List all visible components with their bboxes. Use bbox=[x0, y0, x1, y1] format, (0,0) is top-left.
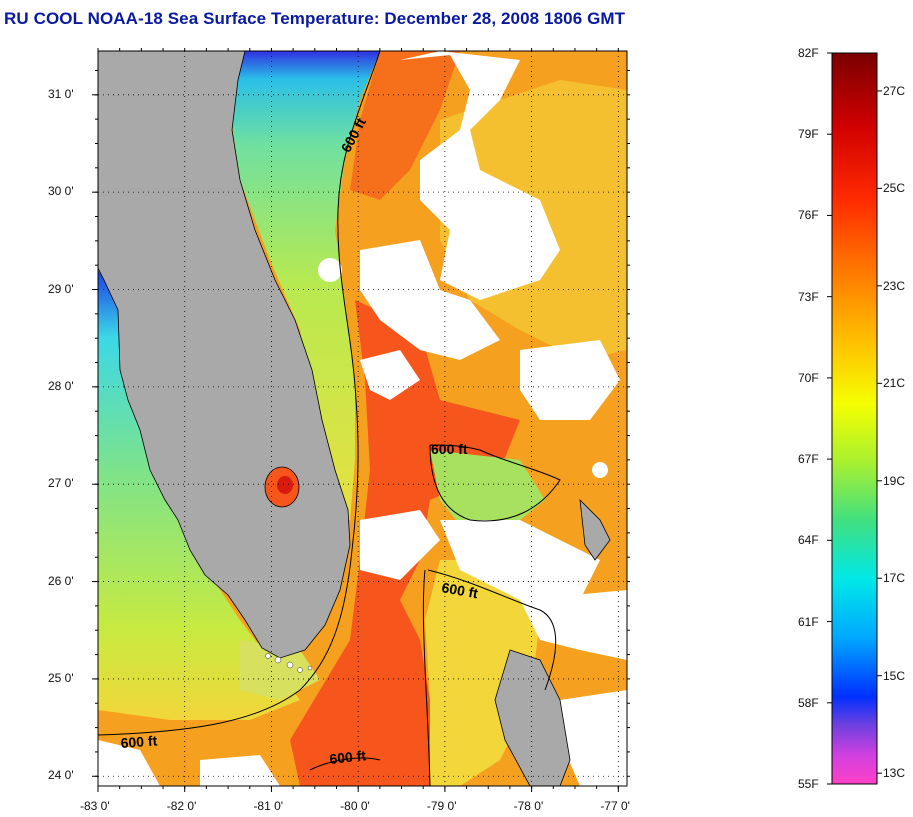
gulf-stream-north bbox=[350, 51, 460, 200]
map-image bbox=[98, 51, 627, 786]
lat-tick-label: 25 0' bbox=[48, 670, 74, 685]
lon-tick-label: -82 0' bbox=[166, 799, 197, 813]
colorbar-f-label: 61F bbox=[798, 614, 819, 629]
colorbar-c-label: 17C bbox=[883, 571, 906, 586]
colorbar-f-label: 79F bbox=[798, 127, 819, 142]
lat-tick-label: 29 0' bbox=[48, 281, 74, 296]
lat-tick-label: 28 0' bbox=[48, 378, 74, 393]
colorbar-c-label: 23C bbox=[883, 278, 906, 293]
lon-tick-label: -80 0' bbox=[340, 799, 370, 813]
colorbar-f-label: 64F bbox=[798, 533, 819, 548]
colorbar-f-label: 82F bbox=[798, 46, 819, 60]
contour-label: 600 ft bbox=[329, 747, 367, 767]
andros-land bbox=[494, 649, 571, 786]
bahamas-land bbox=[579, 498, 611, 561]
lat-tick-label: 30 0' bbox=[48, 184, 74, 199]
colorbar-f-label: 67F bbox=[798, 452, 819, 467]
colorbar-c-label: 25C bbox=[883, 181, 906, 196]
lat-tick-label: 26 0' bbox=[48, 573, 74, 588]
map-title: RU COOL NOAA-18 Sea Surface Temperature:… bbox=[4, 9, 626, 28]
lat-tick-label: 31 0' bbox=[48, 86, 74, 101]
gulf-water bbox=[98, 270, 300, 720]
florida-keys bbox=[265, 653, 313, 673]
map-frame bbox=[97, 50, 628, 787]
lon-tick-label: -77 0' bbox=[600, 799, 630, 813]
graticule bbox=[98, 51, 627, 786]
colorbar-f-label: 58F bbox=[798, 695, 819, 710]
lat-tick-label: 24 0' bbox=[48, 768, 74, 783]
contour-label: 600 ft bbox=[120, 732, 158, 751]
colorbar-f-label: 55F bbox=[798, 777, 819, 791]
colorbar bbox=[831, 52, 878, 785]
lat-tick-label: 27 0' bbox=[48, 476, 74, 491]
bahamas-bank-water bbox=[430, 450, 545, 525]
florida-bay bbox=[240, 640, 320, 700]
contour-label: 600 ft bbox=[431, 441, 468, 457]
colorbar-c-label: 27C bbox=[883, 83, 906, 98]
colorbar-c-label: 21C bbox=[883, 376, 906, 391]
colorbar-f-label: 70F bbox=[798, 370, 819, 385]
colorbar-c-label: 13C bbox=[883, 766, 906, 781]
map-ticks bbox=[92, 48, 630, 792]
isobath-600ft bbox=[97, 50, 561, 787]
lon-tick-label: -78 0' bbox=[513, 799, 544, 813]
colorbar-c-label: 19C bbox=[883, 473, 906, 488]
lon-tick-label: -81 0' bbox=[253, 799, 284, 813]
lon-tick-label: -79 0' bbox=[426, 799, 457, 813]
colorbar-f-label: 76F bbox=[798, 208, 819, 223]
colorbar-c-label: 15C bbox=[883, 668, 906, 683]
contour-label: 600 ft bbox=[440, 579, 479, 601]
lon-tick-label: -83 0' bbox=[80, 799, 110, 813]
colorbar-f-label: 73F bbox=[798, 289, 819, 304]
colorbar-ticks bbox=[827, 52, 882, 785]
cloud-mask bbox=[98, 51, 627, 786]
